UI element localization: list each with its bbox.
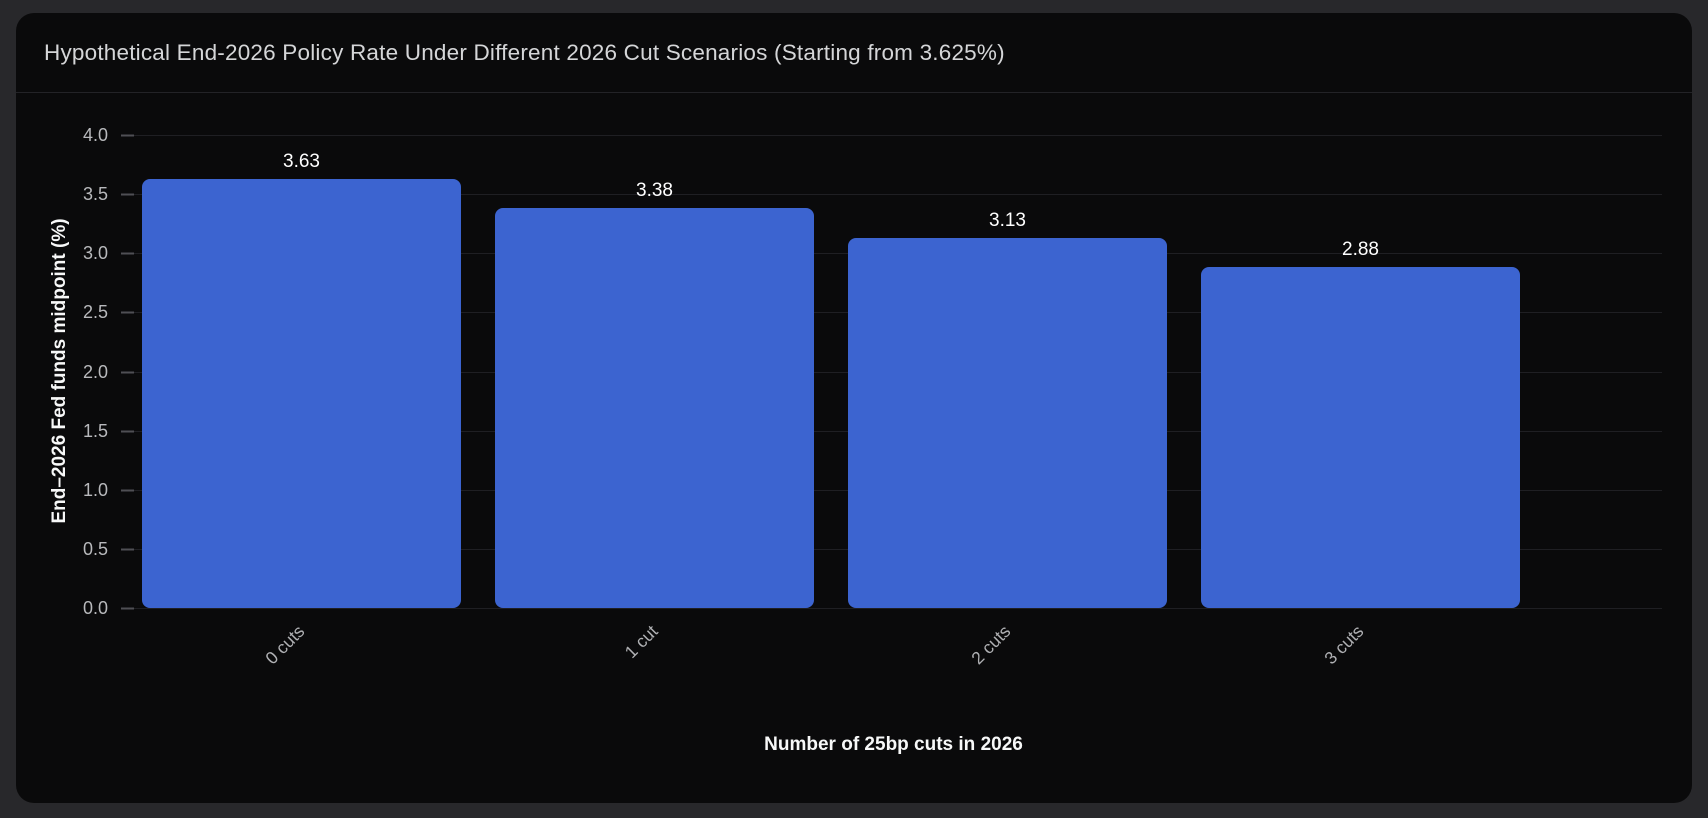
y-tick-mark: [121, 489, 134, 492]
y-tick-label: 3.5: [82, 184, 108, 205]
bar-slot: 2.88 3 cuts: [1184, 135, 1537, 668]
bar-value-label: 3.13: [989, 209, 1026, 231]
bars-container: 3.63 0 cuts 3.38 1 cut 3.13 2 cuts 2.88 3 cuts: [125, 135, 1662, 668]
chart-title: Hypothetical End-2026 Policy Rate Under …: [44, 39, 1005, 65]
y-tick-label: 2.0: [82, 361, 108, 382]
x-category-label: 2 cuts: [967, 621, 1015, 669]
y-tick-mark: [121, 311, 134, 314]
gridline: [125, 608, 1662, 609]
bar-1-cut: [495, 208, 814, 608]
gridline: [125, 194, 1662, 196]
x-axis-title: Number of 25bp cuts in 2026: [764, 734, 1023, 755]
bar-slot: 3.38 1 cut: [478, 135, 831, 662]
y-tick-label: 1.5: [82, 420, 108, 441]
y-tick-label: 0.0: [82, 598, 108, 618]
bar-3-cuts: [1201, 267, 1520, 608]
y-tick-mark: [121, 193, 134, 196]
y-tick-mark: [121, 430, 134, 433]
x-category-label: 3 cuts: [1320, 621, 1368, 669]
bar-2-cuts: [848, 237, 1167, 608]
y-tick-label: 3.0: [82, 243, 108, 264]
bar-value-label: 3.38: [636, 180, 673, 202]
gridline: [125, 135, 1662, 136]
chart-header: Hypothetical End-2026 Policy Rate Under …: [16, 13, 1692, 93]
bar-value-label: 2.88: [1342, 239, 1379, 261]
y-tick-mark: [121, 252, 134, 255]
y-tick-mark: [121, 134, 134, 137]
x-category-label: 0 cuts: [261, 621, 309, 669]
bar-slot: 3.63 0 cuts: [125, 135, 478, 668]
chart-area: End–2026 Fed funds midpoint (%) 4.0 3.5 3.…: [16, 94, 1692, 803]
bar-0-cuts: [142, 178, 461, 608]
y-tick-label: 4.0: [82, 125, 108, 145]
y-tick-mark: [121, 607, 134, 610]
bar-value-label: 3.63: [283, 150, 320, 172]
chart-card: Hypothetical End-2026 Policy Rate Under …: [16, 13, 1692, 803]
y-tick-label: 2.5: [82, 302, 108, 323]
y-tick-mark: [121, 548, 134, 551]
x-category-label: 1 cut: [620, 621, 662, 663]
y-tick-label: 0.5: [82, 538, 108, 559]
plot-area: 4.0 3.5 3.0 2.5 2.0 1.5 1.0 0.5 0.0 3.63 0 cuts 3.3…: [83, 125, 1662, 668]
bar-slot: 3.13 2 cuts: [831, 135, 1184, 668]
y-tick-label: 1.0: [82, 479, 108, 500]
y-tick-mark: [121, 371, 134, 373]
